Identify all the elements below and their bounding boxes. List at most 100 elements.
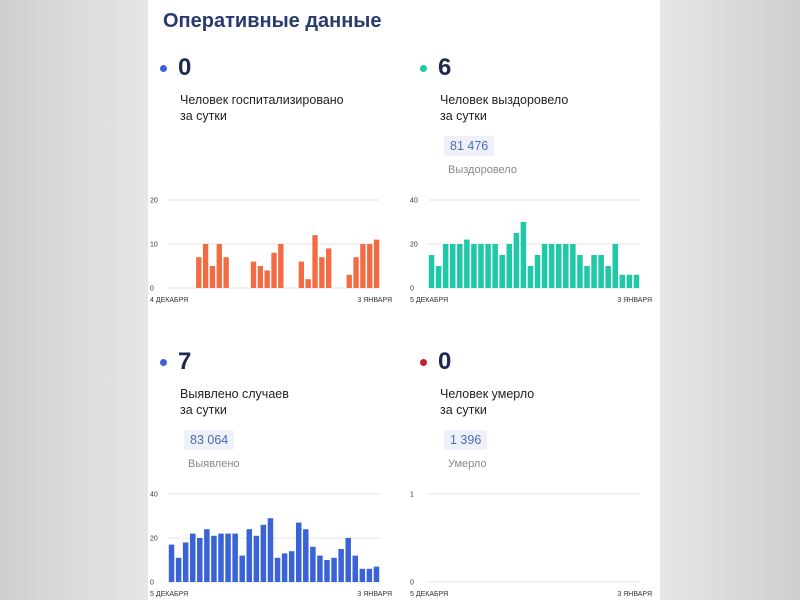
stat-label: Человек умерло за сутки bbox=[440, 386, 630, 418]
bar bbox=[591, 255, 597, 288]
stat-label-line2: за сутки bbox=[440, 109, 487, 123]
bar bbox=[373, 566, 380, 582]
y-tick-label: 0 bbox=[410, 580, 414, 587]
total-badge: 81 476 bbox=[444, 136, 495, 156]
y-tick-label: 1 bbox=[410, 492, 414, 499]
x-start-label: 5 ДЕКАБРЯ bbox=[410, 591, 448, 598]
stat-label-line2: за сутки bbox=[180, 403, 227, 417]
status-dot-icon bbox=[420, 358, 427, 366]
stat-label-line1: Человек госпитализировано bbox=[180, 93, 344, 107]
bar bbox=[257, 266, 263, 288]
bar bbox=[485, 244, 491, 288]
operational-data-panel: Оперативные данные 0 Человек госпитализи… bbox=[148, 0, 660, 600]
bar bbox=[303, 529, 309, 582]
stat-block-detected: 7 Выявлено случаев за сутки 83 064 Выявл… bbox=[148, 294, 398, 599]
bar bbox=[598, 255, 604, 288]
x-end-label: 3 ЯНВАРЯ bbox=[357, 591, 392, 598]
bar bbox=[534, 255, 541, 288]
bar bbox=[435, 266, 442, 288]
stat-block-hospitalized: 0 Человек госпитализировано за сутки 0 10… bbox=[148, 0, 398, 305]
stat-value-row: 6 bbox=[420, 56, 451, 80]
stat-label-line1: Выявлено случаев bbox=[180, 387, 289, 401]
bar bbox=[442, 244, 449, 288]
x-end-label: 3 ЯНВАРЯ bbox=[617, 297, 652, 304]
bar bbox=[250, 261, 257, 288]
bar bbox=[232, 533, 238, 582]
bar bbox=[168, 544, 175, 582]
bar bbox=[428, 255, 435, 288]
bar bbox=[218, 533, 224, 582]
bar bbox=[338, 549, 344, 582]
bar bbox=[204, 529, 210, 582]
bar bbox=[605, 266, 611, 288]
bar bbox=[353, 257, 359, 288]
total-label: Выявлено bbox=[188, 458, 240, 470]
x-start-label: 4 ДЕКАБРЯ bbox=[150, 297, 188, 304]
bar bbox=[223, 257, 229, 288]
stat-value: 7 bbox=[178, 348, 192, 375]
bar bbox=[577, 255, 583, 288]
total-badge: 83 064 bbox=[184, 430, 235, 450]
bar bbox=[225, 533, 231, 582]
bar bbox=[464, 239, 470, 288]
bar bbox=[310, 546, 316, 582]
bar bbox=[298, 261, 305, 288]
stat-label: Человек госпитализировано за сутки bbox=[180, 92, 370, 124]
stat-value: 0 bbox=[178, 54, 192, 81]
stat-label-line1: Человек выздоровело bbox=[440, 93, 569, 107]
bar bbox=[373, 239, 380, 288]
left-margin bbox=[0, 0, 148, 600]
stat-label-line2: за сутки bbox=[440, 403, 487, 417]
bar bbox=[520, 222, 527, 288]
bar bbox=[367, 244, 373, 288]
y-tick-label: 20 bbox=[150, 536, 158, 543]
bar bbox=[324, 560, 330, 582]
y-tick-label: 40 bbox=[410, 198, 418, 205]
status-dot-icon bbox=[160, 358, 167, 366]
y-tick-label: 20 bbox=[150, 198, 158, 205]
bar bbox=[209, 266, 216, 288]
bar bbox=[216, 244, 222, 288]
bar bbox=[295, 522, 302, 582]
bar bbox=[449, 244, 456, 288]
bar bbox=[555, 244, 562, 288]
bar bbox=[246, 529, 253, 582]
stat-label-line1: Человек умерло bbox=[440, 387, 535, 401]
bar bbox=[612, 244, 619, 288]
total-badge: 1 396 bbox=[444, 430, 488, 450]
x-end-label: 3 ЯНВАРЯ bbox=[357, 297, 392, 304]
bar bbox=[319, 257, 325, 288]
bar bbox=[548, 244, 555, 288]
bar bbox=[584, 266, 590, 288]
bar bbox=[274, 557, 281, 582]
total-label: Умерло bbox=[448, 458, 487, 470]
recovered-bar-chart: 0 20 40 5 ДЕКАБРЯ 3 ЯНВАРЯ bbox=[410, 198, 652, 305]
bar bbox=[633, 274, 640, 288]
bar bbox=[189, 533, 196, 582]
y-tick-label: 0 bbox=[410, 286, 414, 293]
died-bar-chart: 0 1 5 ДЕКАБРЯ 3 ЯНВАРЯ bbox=[410, 492, 652, 599]
bar bbox=[182, 542, 189, 582]
bar bbox=[202, 244, 209, 288]
bar bbox=[326, 248, 332, 288]
bar bbox=[281, 553, 288, 582]
stat-value-row: 0 bbox=[160, 56, 191, 80]
right-margin bbox=[660, 0, 800, 600]
bar bbox=[239, 555, 245, 582]
bar bbox=[527, 266, 534, 288]
bar bbox=[175, 557, 182, 582]
stat-value-row: 7 bbox=[160, 350, 191, 374]
bar bbox=[352, 555, 359, 582]
bar bbox=[541, 244, 548, 288]
page-title: Оперативные данные bbox=[163, 10, 382, 32]
stat-value: 0 bbox=[438, 348, 452, 375]
bar bbox=[366, 568, 373, 582]
bar bbox=[492, 244, 498, 288]
bar bbox=[563, 244, 569, 288]
bar bbox=[331, 557, 337, 582]
stat-value-row: 0 bbox=[420, 350, 451, 374]
bar bbox=[278, 244, 284, 288]
status-dot-icon bbox=[420, 64, 427, 72]
stat-value: 6 bbox=[438, 54, 452, 81]
stat-label: Человек выздоровело за сутки bbox=[440, 92, 630, 124]
